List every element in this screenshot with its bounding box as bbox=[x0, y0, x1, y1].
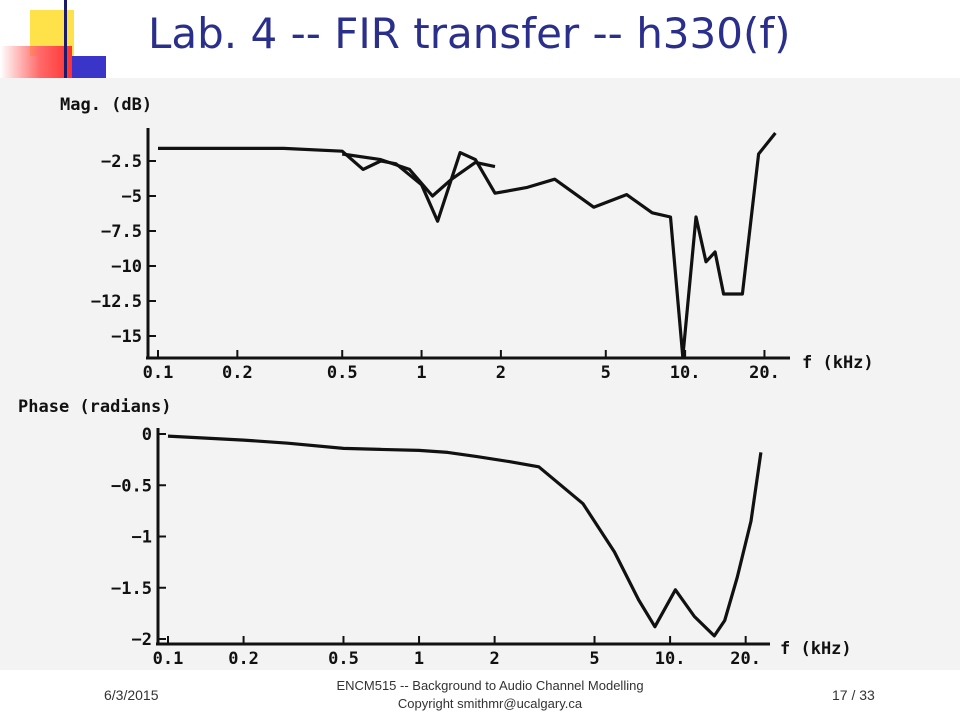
mag-x-tick-label: 2 bbox=[496, 363, 506, 383]
magnitude-x-axis-label: f (kHz) bbox=[802, 353, 874, 373]
mag-y-tick-label: −15 bbox=[111, 327, 142, 347]
mag-x-tick-label: 0.1 bbox=[143, 363, 174, 383]
footer-course-title: ENCM515 -- Background to Audio Channel M… bbox=[336, 678, 644, 693]
ph-x-tick-label: 10. bbox=[655, 649, 686, 669]
magnitude-chart: Mag. (dB) f (kHz) −2.5−5−7.5−10−12.5−15 … bbox=[60, 95, 874, 383]
ph-x-tick-label: 20. bbox=[730, 649, 761, 669]
ph-x-tick-label: 1 bbox=[414, 649, 424, 669]
ph-x-tick-label: 0.5 bbox=[328, 649, 359, 669]
mag-y-tick-label: −12.5 bbox=[91, 292, 142, 312]
footer-course-info: ENCM515 -- Background to Audio Channel M… bbox=[300, 677, 680, 713]
ph-y-tick-label: −0.5 bbox=[111, 476, 152, 496]
phase-y-axis-label: Phase (radians) bbox=[18, 397, 172, 417]
magnitude-y-ticks: −2.5 −5 −7.5 −10 −12.5 −15 bbox=[91, 152, 156, 347]
mag-x-tick-label: 0.2 bbox=[222, 363, 253, 383]
corner-decoration-blue bbox=[64, 56, 106, 78]
mag-x-tick-label: 1 bbox=[416, 363, 426, 383]
mag-x-tick-label: 10. bbox=[670, 363, 701, 383]
ph-y-tick-label: 0 bbox=[142, 425, 152, 445]
phase-y-ticks: 0 −0.5 −1 −1.5 −2 bbox=[111, 425, 166, 650]
mag-x-tick-label: 0.5 bbox=[327, 363, 358, 383]
ph-x-tick-label: 0.2 bbox=[228, 649, 259, 669]
mag-y-tick-label: −7.5 bbox=[101, 222, 142, 242]
ph-x-tick-label: 2 bbox=[489, 649, 499, 669]
ph-y-tick-label: −2 bbox=[132, 630, 152, 650]
footer-copyright: Copyright smithmr@ucalgary.ca bbox=[397, 696, 583, 711]
footer-date: 6/3/2015 bbox=[104, 687, 159, 703]
ph-x-tick-label: 0.1 bbox=[153, 649, 184, 669]
magnitude-series-group bbox=[158, 132, 777, 359]
charts-canvas: Mag. (dB) f (kHz) −2.5−5−7.5−10−12.5−15 … bbox=[18, 95, 874, 669]
phase-x-ticks: 0.1 0.2 0.5 1 2 5 10. 20. bbox=[153, 636, 761, 669]
phase-series-group bbox=[167, 434, 763, 638]
phase-chart: Phase (radians) f (kHz) 0 −0.5 −1 −1.5 −2 0.… bbox=[18, 397, 852, 669]
corner-decoration-line bbox=[64, 0, 67, 82]
corner-decoration-red bbox=[0, 46, 72, 82]
phase-x-axis-label: f (kHz) bbox=[780, 639, 852, 659]
ph-y-tick-label: −1 bbox=[132, 528, 152, 548]
mag-x-tick-label: 20. bbox=[749, 363, 780, 383]
magnitude-y-axis-label: Mag. (dB) bbox=[60, 95, 152, 115]
scanned-figure-background bbox=[0, 78, 960, 670]
mag-y-tick-label: −10 bbox=[111, 257, 142, 277]
ph-series-line-1 bbox=[167, 434, 763, 638]
slide-title: Lab. 4 -- FIR transfer -- h330(f) bbox=[148, 9, 791, 58]
mag-series-line-2 bbox=[341, 152, 496, 198]
magnitude-x-ticks: 0.1 0.2 0.5 1 2 5 10. 20. bbox=[143, 350, 780, 383]
mag-y-tick-label: −2.5 bbox=[101, 152, 142, 172]
ph-y-tick-label: −1.5 bbox=[111, 579, 152, 599]
ph-x-tick-label: 5 bbox=[589, 649, 599, 669]
mag-x-tick-label: 5 bbox=[601, 363, 611, 383]
footer-page-number: 17 / 33 bbox=[832, 687, 875, 703]
mag-series-line-1 bbox=[158, 132, 777, 359]
mag-y-tick-label: −5 bbox=[122, 187, 142, 207]
